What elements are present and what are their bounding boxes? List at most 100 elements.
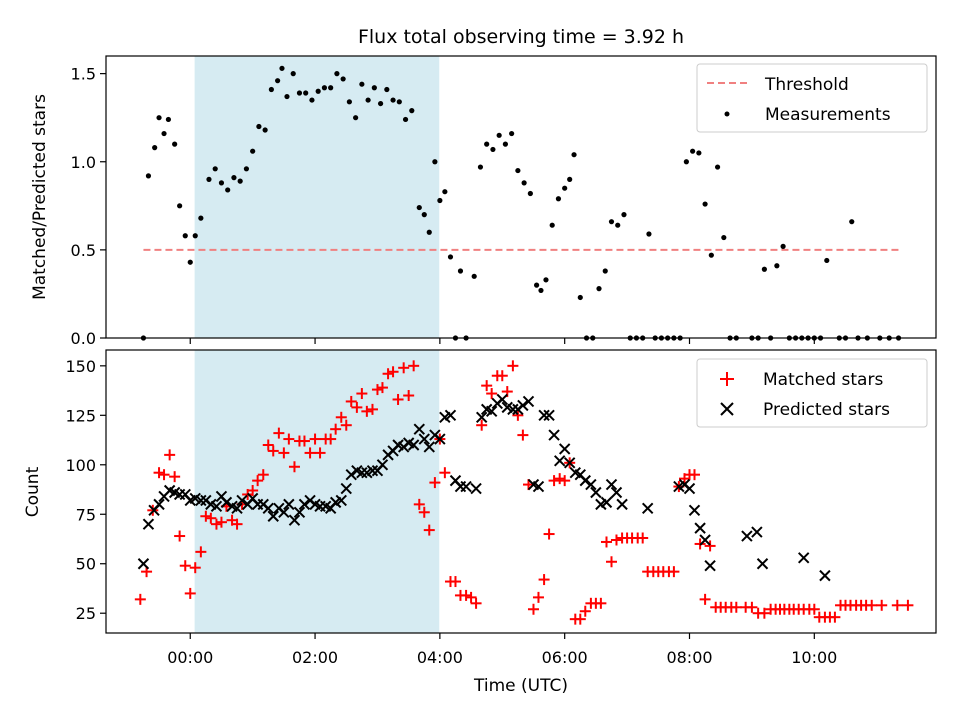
measurement-point bbox=[161, 130, 167, 137]
matched-star-point bbox=[439, 467, 451, 479]
matched-star-point bbox=[169, 471, 181, 483]
matched-star-point bbox=[413, 498, 425, 510]
measurement-point bbox=[416, 204, 422, 211]
matched-star-point bbox=[205, 512, 217, 524]
matched-star-point bbox=[267, 445, 279, 457]
matched-star-point bbox=[215, 516, 227, 528]
matched-star-point bbox=[382, 368, 394, 380]
predicted-star-point bbox=[532, 480, 545, 493]
measurement-point bbox=[309, 97, 315, 103]
matched-star-point bbox=[158, 469, 170, 481]
measurement-point bbox=[225, 187, 231, 193]
predicted-star-point bbox=[195, 494, 207, 507]
measurement-point bbox=[543, 277, 549, 283]
top-y-tick-label: 1.0 bbox=[71, 153, 96, 172]
measurement-point bbox=[377, 100, 384, 107]
predicted-star-point bbox=[340, 482, 352, 495]
bottom-x-ticks: 00:00 02:00 04:00 06:00 08:00 10:00 bbox=[167, 633, 837, 667]
measurement-point bbox=[502, 141, 508, 147]
predicted-star-point bbox=[418, 433, 430, 445]
bottom-legend-box bbox=[696, 358, 928, 428]
matched-star-point bbox=[532, 591, 544, 603]
predicted-star-point bbox=[356, 466, 368, 479]
predicted-star-point bbox=[694, 522, 706, 534]
x-tick-label: 10:00 bbox=[791, 648, 837, 667]
matched-star-point bbox=[688, 469, 700, 481]
predicted-star-point bbox=[366, 465, 379, 477]
measurement-point bbox=[165, 116, 172, 123]
legend-measurements-label: Measurements bbox=[765, 105, 891, 125]
measurement-point bbox=[615, 222, 621, 228]
matched-star-point bbox=[247, 485, 259, 497]
bottom-y-axis-label: Count bbox=[23, 466, 43, 517]
matched-star-point bbox=[361, 405, 373, 417]
matched-star-point bbox=[366, 403, 378, 415]
matched-star-point bbox=[595, 597, 607, 609]
predicted-star-point bbox=[423, 441, 435, 453]
x-tick-label: 08:00 bbox=[666, 648, 712, 667]
matched-star-point bbox=[210, 518, 222, 530]
measurement-point bbox=[562, 185, 568, 191]
matched-star-point bbox=[429, 477, 441, 489]
predicted-star-point bbox=[283, 498, 295, 511]
matched-star-point bbox=[304, 447, 316, 459]
predicted-star-point bbox=[460, 480, 472, 493]
measurement-point bbox=[437, 197, 443, 204]
predicted-star-point bbox=[683, 482, 696, 495]
predicted-star-point bbox=[507, 403, 519, 416]
measurement-point bbox=[490, 146, 496, 153]
measurement-point bbox=[696, 150, 702, 156]
measurement-point bbox=[457, 268, 464, 274]
bottom-axes-frame bbox=[105, 349, 937, 634]
predicted-star-point bbox=[797, 552, 810, 564]
measurement-point bbox=[396, 99, 402, 105]
measurement-point bbox=[761, 266, 767, 272]
matched-star-point bbox=[387, 366, 399, 378]
measurement-point bbox=[527, 190, 533, 197]
matched-star-point bbox=[460, 589, 472, 601]
predicted-star-point bbox=[267, 510, 279, 522]
predicted-star-point bbox=[220, 496, 233, 509]
measurement-point bbox=[824, 257, 830, 264]
bottom-y-tick-label: 100 bbox=[65, 456, 96, 475]
predicted-star-point bbox=[741, 530, 753, 542]
measurement-point bbox=[421, 212, 427, 218]
matched-star-point bbox=[273, 427, 285, 439]
matched-star-point bbox=[548, 475, 560, 487]
predicted-star-point bbox=[616, 498, 628, 511]
measurement-point bbox=[296, 90, 303, 96]
predicted-star-point bbox=[610, 486, 623, 499]
matched-star-point bbox=[231, 518, 243, 530]
measurement-point bbox=[708, 252, 714, 258]
top-measurement-points bbox=[140, 65, 902, 341]
measurement-point bbox=[683, 159, 689, 165]
matched-star-point bbox=[398, 362, 410, 374]
matched-star-point bbox=[829, 611, 841, 623]
matched-star-point bbox=[164, 449, 176, 461]
measurement-point bbox=[187, 259, 193, 265]
predicted-star-point bbox=[756, 558, 769, 570]
predicted-star-point bbox=[517, 399, 529, 412]
measurement-point bbox=[577, 294, 583, 301]
matched-star-point bbox=[330, 423, 342, 435]
measurement-point bbox=[477, 164, 484, 170]
matched-star-point bbox=[298, 435, 310, 447]
matched-star-point bbox=[345, 395, 357, 407]
matched-star-point bbox=[184, 587, 196, 599]
top-x-ticks bbox=[189, 338, 815, 344]
matched-star-point bbox=[704, 540, 716, 552]
matched-star-point bbox=[476, 419, 488, 431]
measurement-point bbox=[328, 85, 334, 91]
matched-star-point bbox=[403, 390, 415, 402]
matched-star-point bbox=[902, 599, 914, 611]
predicted-star-point bbox=[699, 534, 711, 546]
measurement-point bbox=[359, 81, 365, 87]
top-y-tick-label: 0.0 bbox=[71, 329, 96, 348]
measurement-point bbox=[571, 152, 577, 158]
matched-star-point bbox=[866, 599, 878, 611]
predicted-star-point bbox=[563, 457, 576, 469]
matched-star-point bbox=[340, 419, 352, 431]
legend-matched-label: Matched stars bbox=[763, 370, 883, 390]
measurement-point bbox=[321, 85, 328, 91]
